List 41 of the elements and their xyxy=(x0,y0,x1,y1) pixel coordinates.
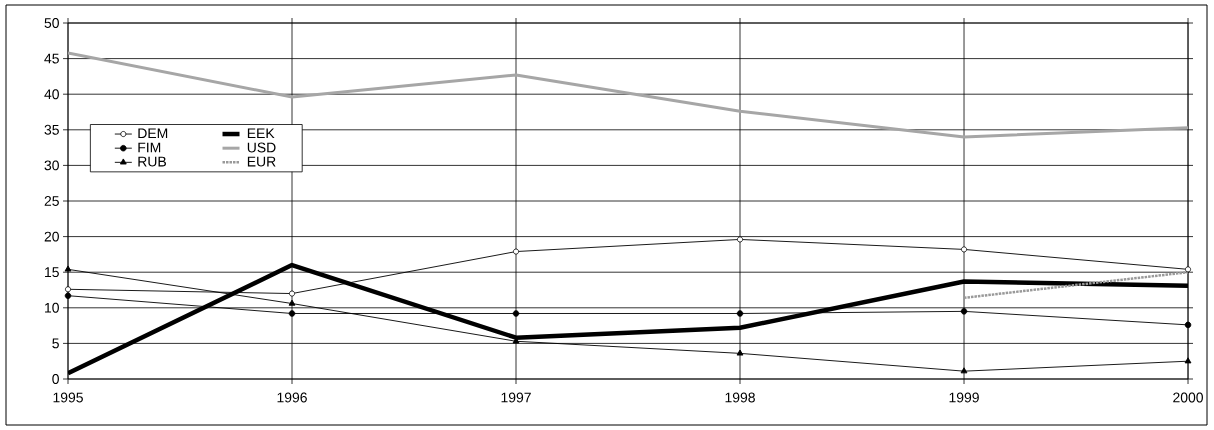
point xyxy=(288,310,296,317)
legend-label: FIM xyxy=(138,142,161,153)
point xyxy=(961,246,968,253)
point xyxy=(513,248,520,255)
y-tick-label: 45 xyxy=(44,53,59,64)
legend-label: EUR xyxy=(247,156,276,167)
line-series xyxy=(68,51,1189,139)
x-tick-label: 1995 xyxy=(53,392,83,403)
point xyxy=(1185,266,1192,273)
y-tick-label: 10 xyxy=(45,302,59,313)
legend-label: EEK xyxy=(247,128,275,139)
x-tick-label: 1998 xyxy=(725,392,755,403)
y-tick-label: 40 xyxy=(44,89,59,100)
point xyxy=(736,310,744,317)
x-tick-label: 2000 xyxy=(1173,392,1203,403)
y-tick-label: 15 xyxy=(45,267,59,278)
point xyxy=(1184,357,1192,364)
y-tick-label: 20 xyxy=(44,231,59,242)
point xyxy=(64,292,72,299)
legend-label: USD xyxy=(247,142,276,153)
x-tick-label: 1997 xyxy=(501,392,531,403)
x-tick-label: 1996 xyxy=(277,392,307,403)
y-tick-label: 25 xyxy=(44,196,59,206)
point xyxy=(960,367,968,374)
point xyxy=(960,308,968,315)
point xyxy=(1184,321,1192,329)
legend-label: RUB xyxy=(138,156,166,167)
point xyxy=(289,290,296,297)
point xyxy=(288,299,296,306)
point xyxy=(736,349,744,356)
point xyxy=(512,310,520,317)
x-tick-label: 1999 xyxy=(949,392,979,403)
point xyxy=(737,236,744,243)
y-tick-label: 35 xyxy=(44,124,59,135)
y-tick-label: 30 xyxy=(44,160,59,171)
y-tick-label: 5 xyxy=(52,338,59,349)
y-tick-label: 0 xyxy=(52,374,59,384)
point xyxy=(65,286,72,293)
legend-label: DEM xyxy=(138,128,168,139)
point xyxy=(64,265,72,272)
y-tick-label: 50 xyxy=(44,18,59,28)
